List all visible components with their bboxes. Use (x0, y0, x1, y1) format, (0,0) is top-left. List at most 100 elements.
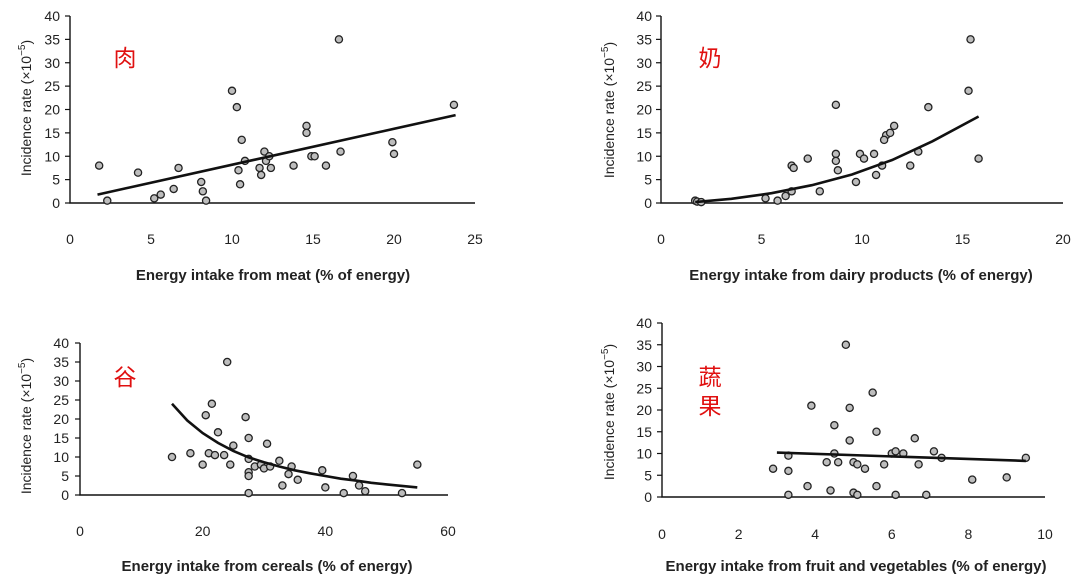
x-tick-label: 0 (76, 523, 84, 539)
points-fruit-veg (768, 340, 1031, 500)
data-point (872, 481, 881, 491)
trend-line-meat (97, 113, 456, 196)
data-point (360, 486, 370, 496)
data-point (207, 399, 217, 409)
ylabel-dairy: Incidence rate (×10−5) (600, 42, 617, 178)
y-tick-label: 30 (636, 55, 652, 71)
data-point (244, 471, 253, 481)
data-point (167, 452, 177, 462)
data-point (807, 401, 816, 410)
x-tick-label: 4 (811, 526, 819, 542)
x-tick-label: 5 (147, 231, 155, 247)
x-tick-label: 10 (854, 231, 870, 247)
y-tick-label: 10 (44, 148, 60, 164)
data-point (210, 450, 220, 460)
data-point (860, 464, 870, 473)
data-point (334, 35, 344, 44)
data-point (235, 180, 245, 189)
data-point (289, 161, 298, 170)
data-point (198, 187, 208, 196)
xlabel-cereals: Energy intake from cereals (% of energy) (122, 558, 413, 575)
data-point (833, 457, 843, 467)
panel-annotation-dairy: 奶 (699, 46, 722, 72)
data-point (229, 441, 238, 450)
xlabel-dairy: Energy intake from dairy products (% of … (689, 267, 1032, 284)
y-tick-label: 40 (44, 8, 60, 24)
panel-annotation-fruit-veg-2: 果 (699, 394, 722, 420)
y-tick-label: 30 (53, 373, 69, 389)
y-tick-label: 0 (61, 487, 69, 503)
panel-fruit-veg: Incidence rate (×10−5) 0510152025303540 … (600, 315, 1053, 575)
data-point (278, 481, 287, 490)
data-point (966, 35, 975, 44)
data-point (964, 86, 973, 96)
data-point (831, 156, 841, 166)
data-point (929, 447, 939, 456)
x-tick-label: 40 (318, 523, 334, 539)
data-point (831, 149, 841, 159)
x-tick-label: 15 (305, 231, 321, 247)
data-point (156, 190, 165, 199)
data-point (781, 191, 790, 201)
y-tick-label: 5 (644, 467, 652, 483)
panel-annotation-cereals: 谷 (114, 365, 137, 391)
y-tick-label: 10 (636, 148, 652, 164)
x-ticks-fruit-veg: 0 2 4 6 8 10 (658, 526, 1053, 542)
y-tick-label: 20 (44, 102, 60, 118)
data-point (262, 439, 272, 448)
y-tick-label: 40 (636, 315, 652, 331)
y-tick-label: 15 (44, 125, 60, 141)
y-tick-label: 20 (636, 102, 652, 118)
data-point (388, 137, 397, 147)
data-point (924, 102, 933, 112)
data-point (914, 460, 923, 469)
data-point (773, 196, 782, 205)
y-ticks-fruit-veg: 0 5 10 15 20 25 30 35 40 (636, 315, 662, 505)
data-point (293, 475, 302, 485)
data-point (321, 161, 331, 170)
data-point (841, 340, 851, 349)
data-point (244, 433, 253, 443)
x-tick-label: 10 (1037, 526, 1053, 542)
y-tick-label: 5 (61, 468, 69, 484)
x-tick-label: 0 (66, 231, 74, 247)
x-tick-label: 20 (195, 523, 211, 539)
y-tick-label: 25 (44, 78, 60, 94)
xlabel-meat: Energy intake from meat (% of energy) (136, 267, 410, 284)
data-point (232, 102, 242, 112)
x-tick-label: 5 (758, 231, 766, 247)
axis-meat (69, 16, 475, 204)
data-point (266, 163, 276, 173)
data-point (397, 488, 407, 498)
data-point (186, 448, 195, 458)
y-tick-label: 35 (44, 31, 60, 47)
data-point (336, 147, 345, 156)
y-tick-label: 25 (636, 380, 652, 396)
y-tick-label: 25 (53, 392, 69, 408)
data-point (196, 177, 206, 187)
y-tick-label: 15 (636, 424, 652, 440)
panel-annotation-fruit-veg-1: 蔬 (699, 365, 722, 391)
data-point (761, 194, 770, 203)
y-tick-label: 15 (53, 430, 69, 446)
x-tick-label: 0 (657, 231, 665, 247)
x-tick-label: 10 (224, 231, 240, 247)
data-point (853, 490, 862, 500)
data-point (226, 460, 235, 469)
trend-line-cereals (171, 402, 418, 489)
data-point (885, 128, 895, 138)
data-point (784, 466, 793, 476)
y-tick-label: 30 (44, 55, 60, 71)
data-point (879, 460, 889, 469)
x-tick-label: 2 (735, 526, 743, 542)
data-point (449, 100, 459, 110)
data-point (905, 161, 915, 170)
data-point (201, 196, 211, 205)
data-point (845, 436, 854, 445)
data-point (803, 154, 812, 163)
data-point (389, 149, 399, 159)
data-point (255, 163, 264, 173)
data-point (237, 135, 246, 145)
x-ticks-dairy: 0 5 10 15 20 (657, 231, 1071, 247)
y-tick-label: 10 (636, 446, 652, 462)
